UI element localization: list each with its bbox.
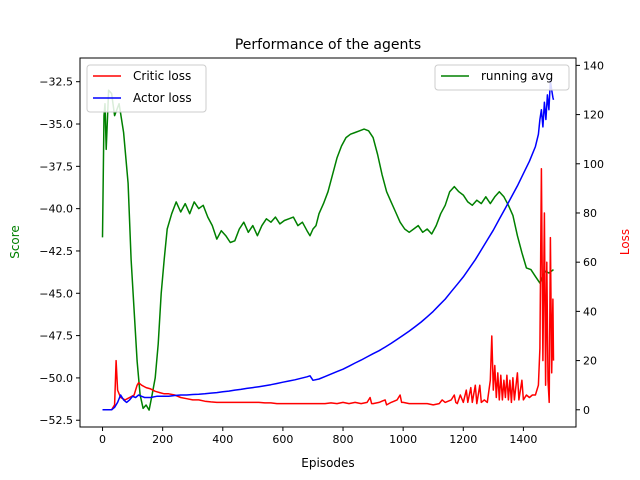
y-left-tick-label: −40.0 — [39, 203, 73, 216]
series-line-running-avg — [101, 89, 554, 411]
series-line-actor-loss — [102, 79, 555, 411]
y-right-tick-label: 100 — [583, 158, 604, 171]
y-left-tick-label: −52.5 — [39, 414, 73, 427]
plot-frame — [79, 57, 577, 428]
series-line-critic-loss — [102, 167, 555, 411]
y-right-tick-label: 60 — [583, 256, 597, 269]
x-axis-label: Episodes — [301, 456, 354, 470]
y-left-tick-label: −32.5 — [39, 76, 73, 89]
x-tick-label: 400 — [212, 433, 233, 446]
legend-entry-label: Actor loss — [133, 91, 192, 105]
x-tick-label: 1200 — [449, 433, 477, 446]
legend-right-box — [434, 64, 570, 91]
y-left-tick-label: −42.5 — [39, 245, 73, 258]
y-right-tick-label: 120 — [583, 109, 604, 122]
ticks-layer: 0 200 400 600 800 1000 1200 1400−52.5−50.0−47.5… — [39, 59, 604, 446]
y-left-tick-label: −50.0 — [39, 372, 73, 385]
legend-right: running avg — [434, 64, 570, 91]
x-tick-label: 0 — [99, 433, 106, 446]
x-tick-label: 600 — [272, 433, 293, 446]
series-layer — [101, 79, 555, 411]
y-axis-right-label: Loss — [618, 229, 632, 255]
x-tick-label: 1000 — [389, 433, 417, 446]
legend-left: Critic loss Actor loss — [86, 64, 207, 113]
y-axis-left-label: Score — [8, 225, 22, 259]
y-right-tick-label: 80 — [583, 207, 597, 220]
x-tick-label: 800 — [333, 433, 354, 446]
chart-title: Performance of the agents — [235, 37, 421, 53]
y-right-tick-label: 140 — [583, 59, 604, 72]
y-right-tick-label: 40 — [583, 305, 597, 318]
y-right-tick-label: 0 — [583, 404, 590, 417]
y-left-tick-label: −37.5 — [39, 160, 73, 173]
y-left-tick-label: −35.0 — [39, 118, 73, 131]
legend-entry-label: running avg — [481, 69, 553, 83]
x-tick-label: 1400 — [509, 433, 537, 446]
y-left-tick-label: −45.0 — [39, 287, 73, 300]
legend-entry-label: Critic loss — [133, 69, 191, 83]
y-right-tick-label: 20 — [583, 355, 597, 368]
x-tick-label: 200 — [152, 433, 173, 446]
y-left-tick-label: −47.5 — [39, 330, 73, 343]
